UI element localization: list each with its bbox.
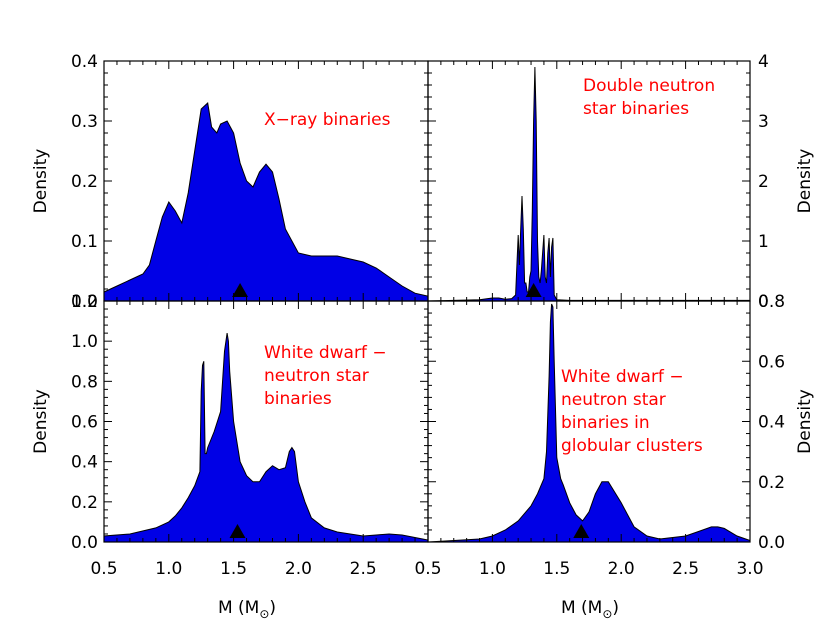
median-marker [573,524,590,538]
x-axis-label-right: M (M⊙) [561,598,619,621]
x-tick-label: 0.5 [90,559,117,579]
x-tick-label: 2.0 [608,559,635,579]
y-tick-label: 0.6 [71,413,98,433]
y-tick-label: 0.8 [758,292,785,312]
panel-label-line: star binaries [583,99,689,119]
panel-label-line: binaries [264,389,332,409]
panel-2: 0 1 2 3 4 Density Double neutron star binaries [427,52,815,312]
panels-group: 0.0 0.1 0.2 0.3 0.4 Density X−ray binaries 0 1 2 3… [31,52,815,579]
y-tick-label: 0.1 [71,232,98,252]
panel-label-line: X−ray binaries [264,110,391,130]
x-axis-labels: M (M⊙) M (M⊙) [218,598,619,621]
x-tick-label: 1.5 [220,559,247,579]
panel-3: 0.0 0.2 0.4 0.6 0.8 1.0 1.2 Density 0.5 1.0 1.5 2.0… [31,292,429,579]
y-axis-label: Density [31,389,51,454]
x-axis-label-left: M (M⊙) [218,598,276,621]
y-tick-label: 2 [758,172,769,192]
y-axis-label: Density [795,389,815,454]
panel-frame [427,60,751,302]
x-tick-label: 2.0 [285,559,312,579]
panel-label-line: Double neutron [583,76,715,96]
y-tick-label: 0.6 [758,352,785,372]
density-area [103,102,429,302]
x-tick-label: 0.5 [414,559,441,579]
y-tick-label: 0.0 [71,533,98,553]
panel-label-line: neutron star [264,366,369,386]
density-area [427,66,751,302]
y-tick-label: 0.0 [758,533,785,553]
x-tick-label: 1.0 [479,559,506,579]
panel-1: 0.0 0.1 0.2 0.3 0.4 Density X−ray binaries [31,52,429,312]
panel-label-line: neutron star [561,390,666,410]
x-tick-label: 2.5 [672,559,699,579]
y-tick-label: 1.2 [71,292,98,312]
x-tick-label: 1.0 [155,559,182,579]
x-tick-label: 3.0 [736,559,763,579]
median-marker [525,283,542,297]
x-tick-label: 2.5 [350,559,377,579]
y-tick-label: 1 [758,232,769,252]
y-tick-label: 0.4 [71,453,98,473]
y-tick-label: 0.2 [71,172,98,192]
y-tick-label: 0 [758,292,769,312]
y-tick-label: 0.4 [758,413,785,433]
y-tick-label: 3 [758,112,769,132]
y-tick-label: 0.8 [71,372,98,392]
y-axis-label: Density [795,149,815,214]
y-tick-label: 0.4 [71,52,98,72]
density-area [427,303,751,543]
y-tick-label: 4 [758,52,769,72]
panel-label-line: White dwarf − [264,343,387,363]
median-marker [232,283,249,297]
panel-4: 0.0 0.2 0.4 0.6 0.8 Density 0.5 1.0 1.5 2.0 2.5 3.0… [414,292,815,579]
density-area [103,333,429,543]
median-marker [229,524,246,538]
y-tick-label: 1.0 [71,332,98,352]
y-tick-label: 0.2 [71,493,98,513]
y-tick-label: 0.0 [71,292,98,312]
panel-label-line: White dwarf − [561,367,684,387]
sun-symbol-left: ⊙ [259,607,269,621]
y-tick-label: 0.3 [71,112,98,132]
panel-label-line: binaries in [561,413,650,433]
x-tick-label: 1.5 [543,559,570,579]
y-tick-label: 0.2 [758,473,785,493]
y-axis-label: Density [31,149,51,214]
sun-symbol-right: ⊙ [602,607,612,621]
panel-label-line: globular clusters [561,436,703,456]
